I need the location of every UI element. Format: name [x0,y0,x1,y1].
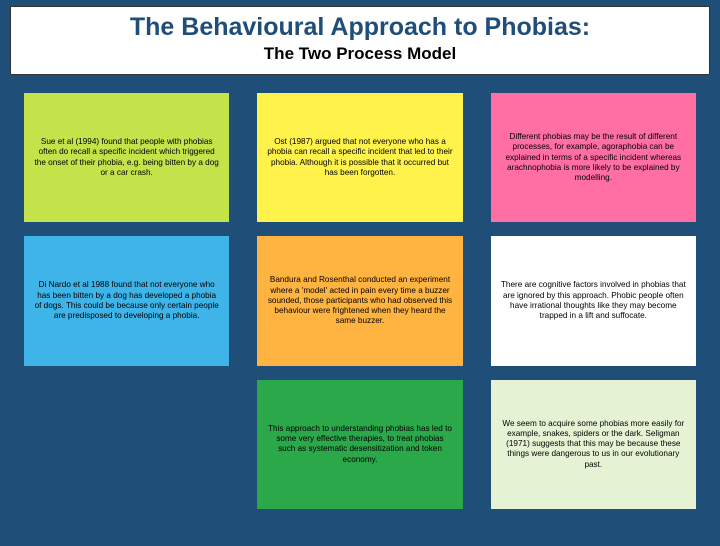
card-grid: Sue et al (1994) found that people with … [0,83,720,523]
page-title: The Behavioural Approach to Phobias: [21,13,699,42]
header-panel: The Behavioural Approach to Phobias: The… [10,6,710,75]
page-subtitle: The Two Process Model [21,44,699,64]
card-different-processes: Different phobias may be the result of d… [491,93,696,222]
card-dinardo-1988: Di Nardo et al 1988 found that not every… [24,236,229,365]
card-therapies: This approach to understanding phobias h… [257,380,462,509]
card-seligman-1971: We seem to acquire some phobias more eas… [491,380,696,509]
card-sue-1994: Sue et al (1994) found that people with … [24,93,229,222]
card-bandura: Bandura and Rosenthal conducted an exper… [257,236,462,365]
card-cognitive: There are cognitive factors involved in … [491,236,696,365]
card-empty [24,380,229,509]
card-ost-1987: Ost (1987) argued that not everyone who … [257,93,462,222]
